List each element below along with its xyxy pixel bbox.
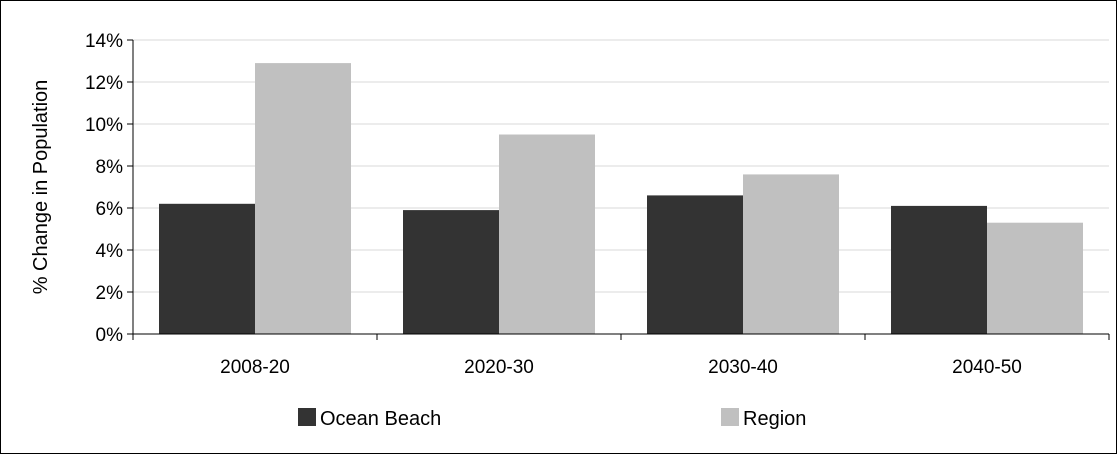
x-tick-label: 2040-50 bbox=[952, 357, 1022, 378]
y-tick-label: 6% bbox=[96, 199, 124, 220]
x-tick-label: 2008-20 bbox=[220, 357, 290, 378]
bar-ocean-beach bbox=[891, 205, 987, 334]
y-tick-label: 2% bbox=[96, 283, 124, 304]
bar-ocean-beach bbox=[403, 210, 499, 334]
legend-label: Ocean Beach bbox=[320, 408, 441, 430]
bar-region bbox=[987, 222, 1083, 334]
y-tick-label: 14% bbox=[85, 31, 123, 52]
x-tick-label: 2020-30 bbox=[464, 357, 534, 378]
legend-label: Region bbox=[743, 408, 806, 430]
x-tick-label: 2030-40 bbox=[708, 357, 778, 378]
x-tick-labels: 2008-20 2020-30 2030-40 2040-50 bbox=[220, 357, 1022, 378]
bar-region bbox=[255, 63, 351, 334]
legend-swatch bbox=[298, 408, 316, 426]
bar-ocean-beach bbox=[159, 203, 255, 334]
bar-region bbox=[499, 134, 595, 334]
bars bbox=[159, 63, 1083, 334]
bar-region bbox=[743, 174, 839, 334]
y-tick-label: 8% bbox=[96, 157, 124, 178]
y-tick-labels: 0% 2% 4% 6% 8% 10% 12% 14% bbox=[85, 31, 123, 346]
y-tick-label: 4% bbox=[96, 241, 124, 262]
y-tick-label: 0% bbox=[96, 325, 124, 346]
legend: Ocean Beach Region bbox=[298, 408, 806, 430]
y-tick-label: 12% bbox=[85, 73, 123, 94]
bar-ocean-beach bbox=[647, 195, 743, 334]
y-axis-title: % Change in Population bbox=[30, 80, 52, 295]
y-tick-label: 10% bbox=[85, 115, 123, 136]
legend-swatch bbox=[721, 408, 739, 426]
axes bbox=[127, 39, 1110, 340]
